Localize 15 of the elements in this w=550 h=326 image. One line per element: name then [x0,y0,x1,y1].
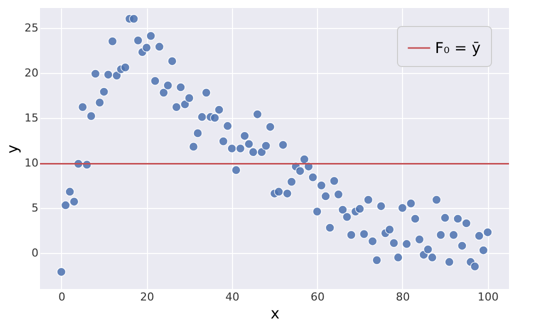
x-tick-label: 0 [58,290,66,304]
x-tick-label: 80 [396,290,410,304]
y-tick-label: 25 [24,21,38,34]
y-tick-label: 0 [32,246,38,260]
y-tick-label: 15 [24,111,38,124]
x-tick-label: 60 [310,290,325,304]
x-tick-label: 40 [225,290,240,304]
y-tick-label: 20 [24,66,38,80]
y-tick-label: 10 [24,156,38,170]
y-axis-title: y [4,144,22,154]
x-axis-title: x [270,304,280,322]
y-tick-label: 5 [32,201,38,214]
x-tick-label: 20 [140,290,154,304]
legend-label: F₀ = ȳ [435,39,481,57]
x-tick-label: 100 [478,290,499,304]
